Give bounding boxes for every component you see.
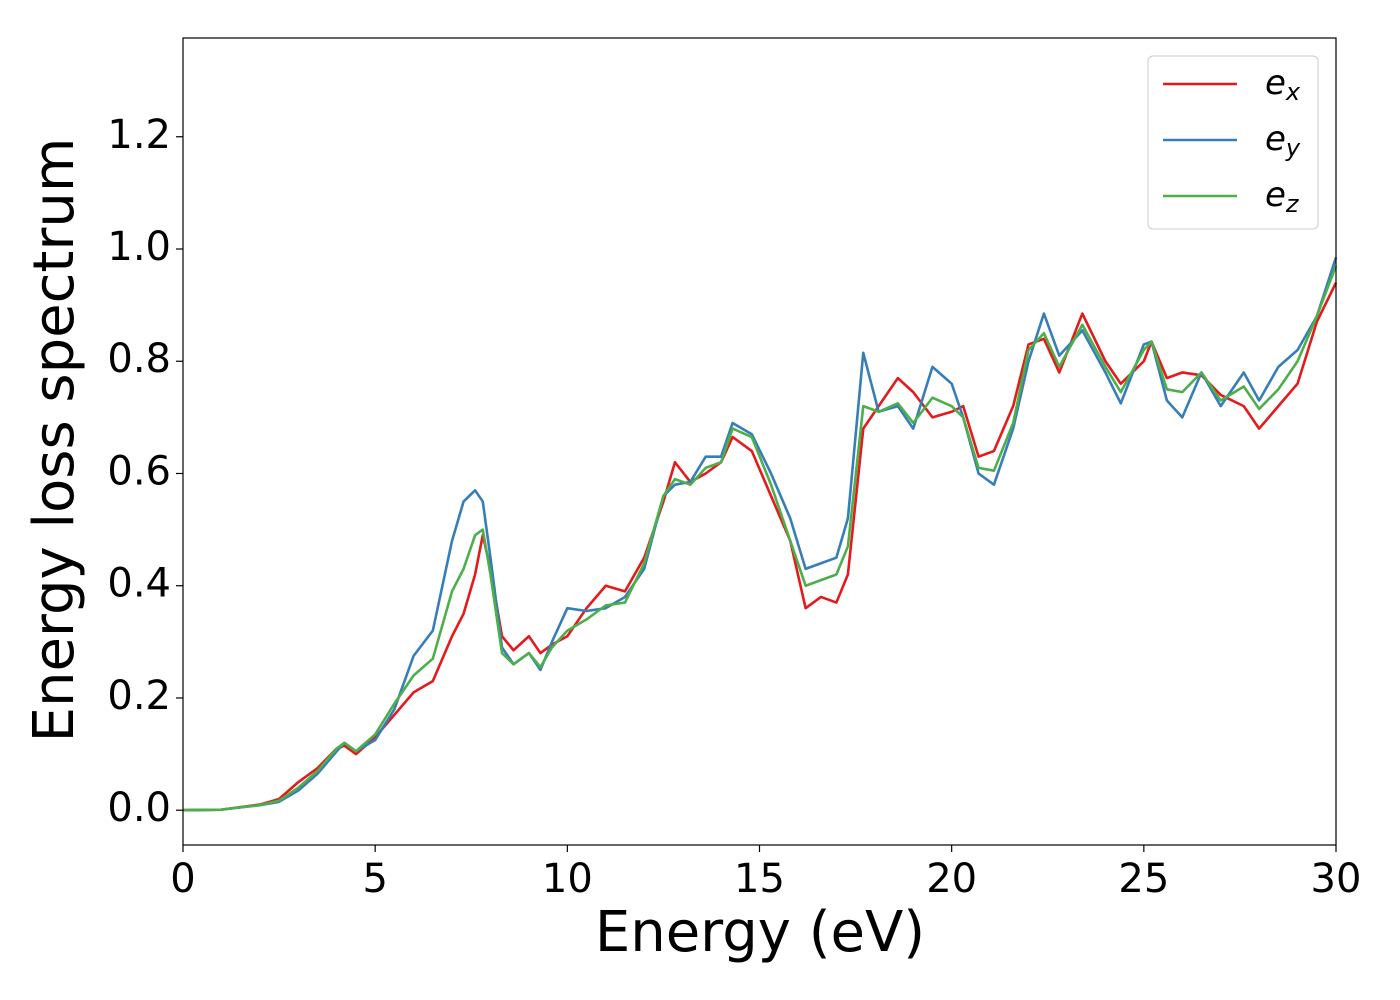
y-tick-label: 1.0 — [107, 224, 171, 270]
x-tick-label: 5 — [362, 856, 387, 902]
legend-box — [1147, 55, 1319, 230]
series-line — [182, 257, 1338, 812]
y-tick-label: 0.8 — [107, 336, 171, 382]
series-line — [182, 282, 1338, 812]
x-tick-label: 10 — [542, 856, 593, 902]
plot-frame — [182, 37, 1337, 846]
x-axis-label: Energy (eV) — [595, 900, 925, 965]
series-line — [182, 265, 1338, 812]
legend-label: ez — [1265, 175, 1300, 219]
legend-label: ex — [1265, 63, 1301, 107]
y-tick-label: 0.0 — [107, 785, 171, 831]
x-tick-label: 20 — [926, 856, 977, 902]
y-tick-label: 0.6 — [107, 448, 171, 494]
x-tick-label: 0 — [170, 856, 195, 902]
legend-label: ey — [1265, 119, 1301, 163]
y-axis-label: Energy loss spectrum — [22, 138, 87, 743]
x-tick-label: 15 — [734, 856, 785, 902]
y-tick-label: 1.2 — [107, 112, 171, 158]
y-tick-label: 0.2 — [107, 673, 171, 719]
x-tick-label: 25 — [1118, 856, 1169, 902]
x-tick-label: 30 — [1311, 856, 1362, 902]
y-tick-label: 0.4 — [107, 561, 171, 607]
